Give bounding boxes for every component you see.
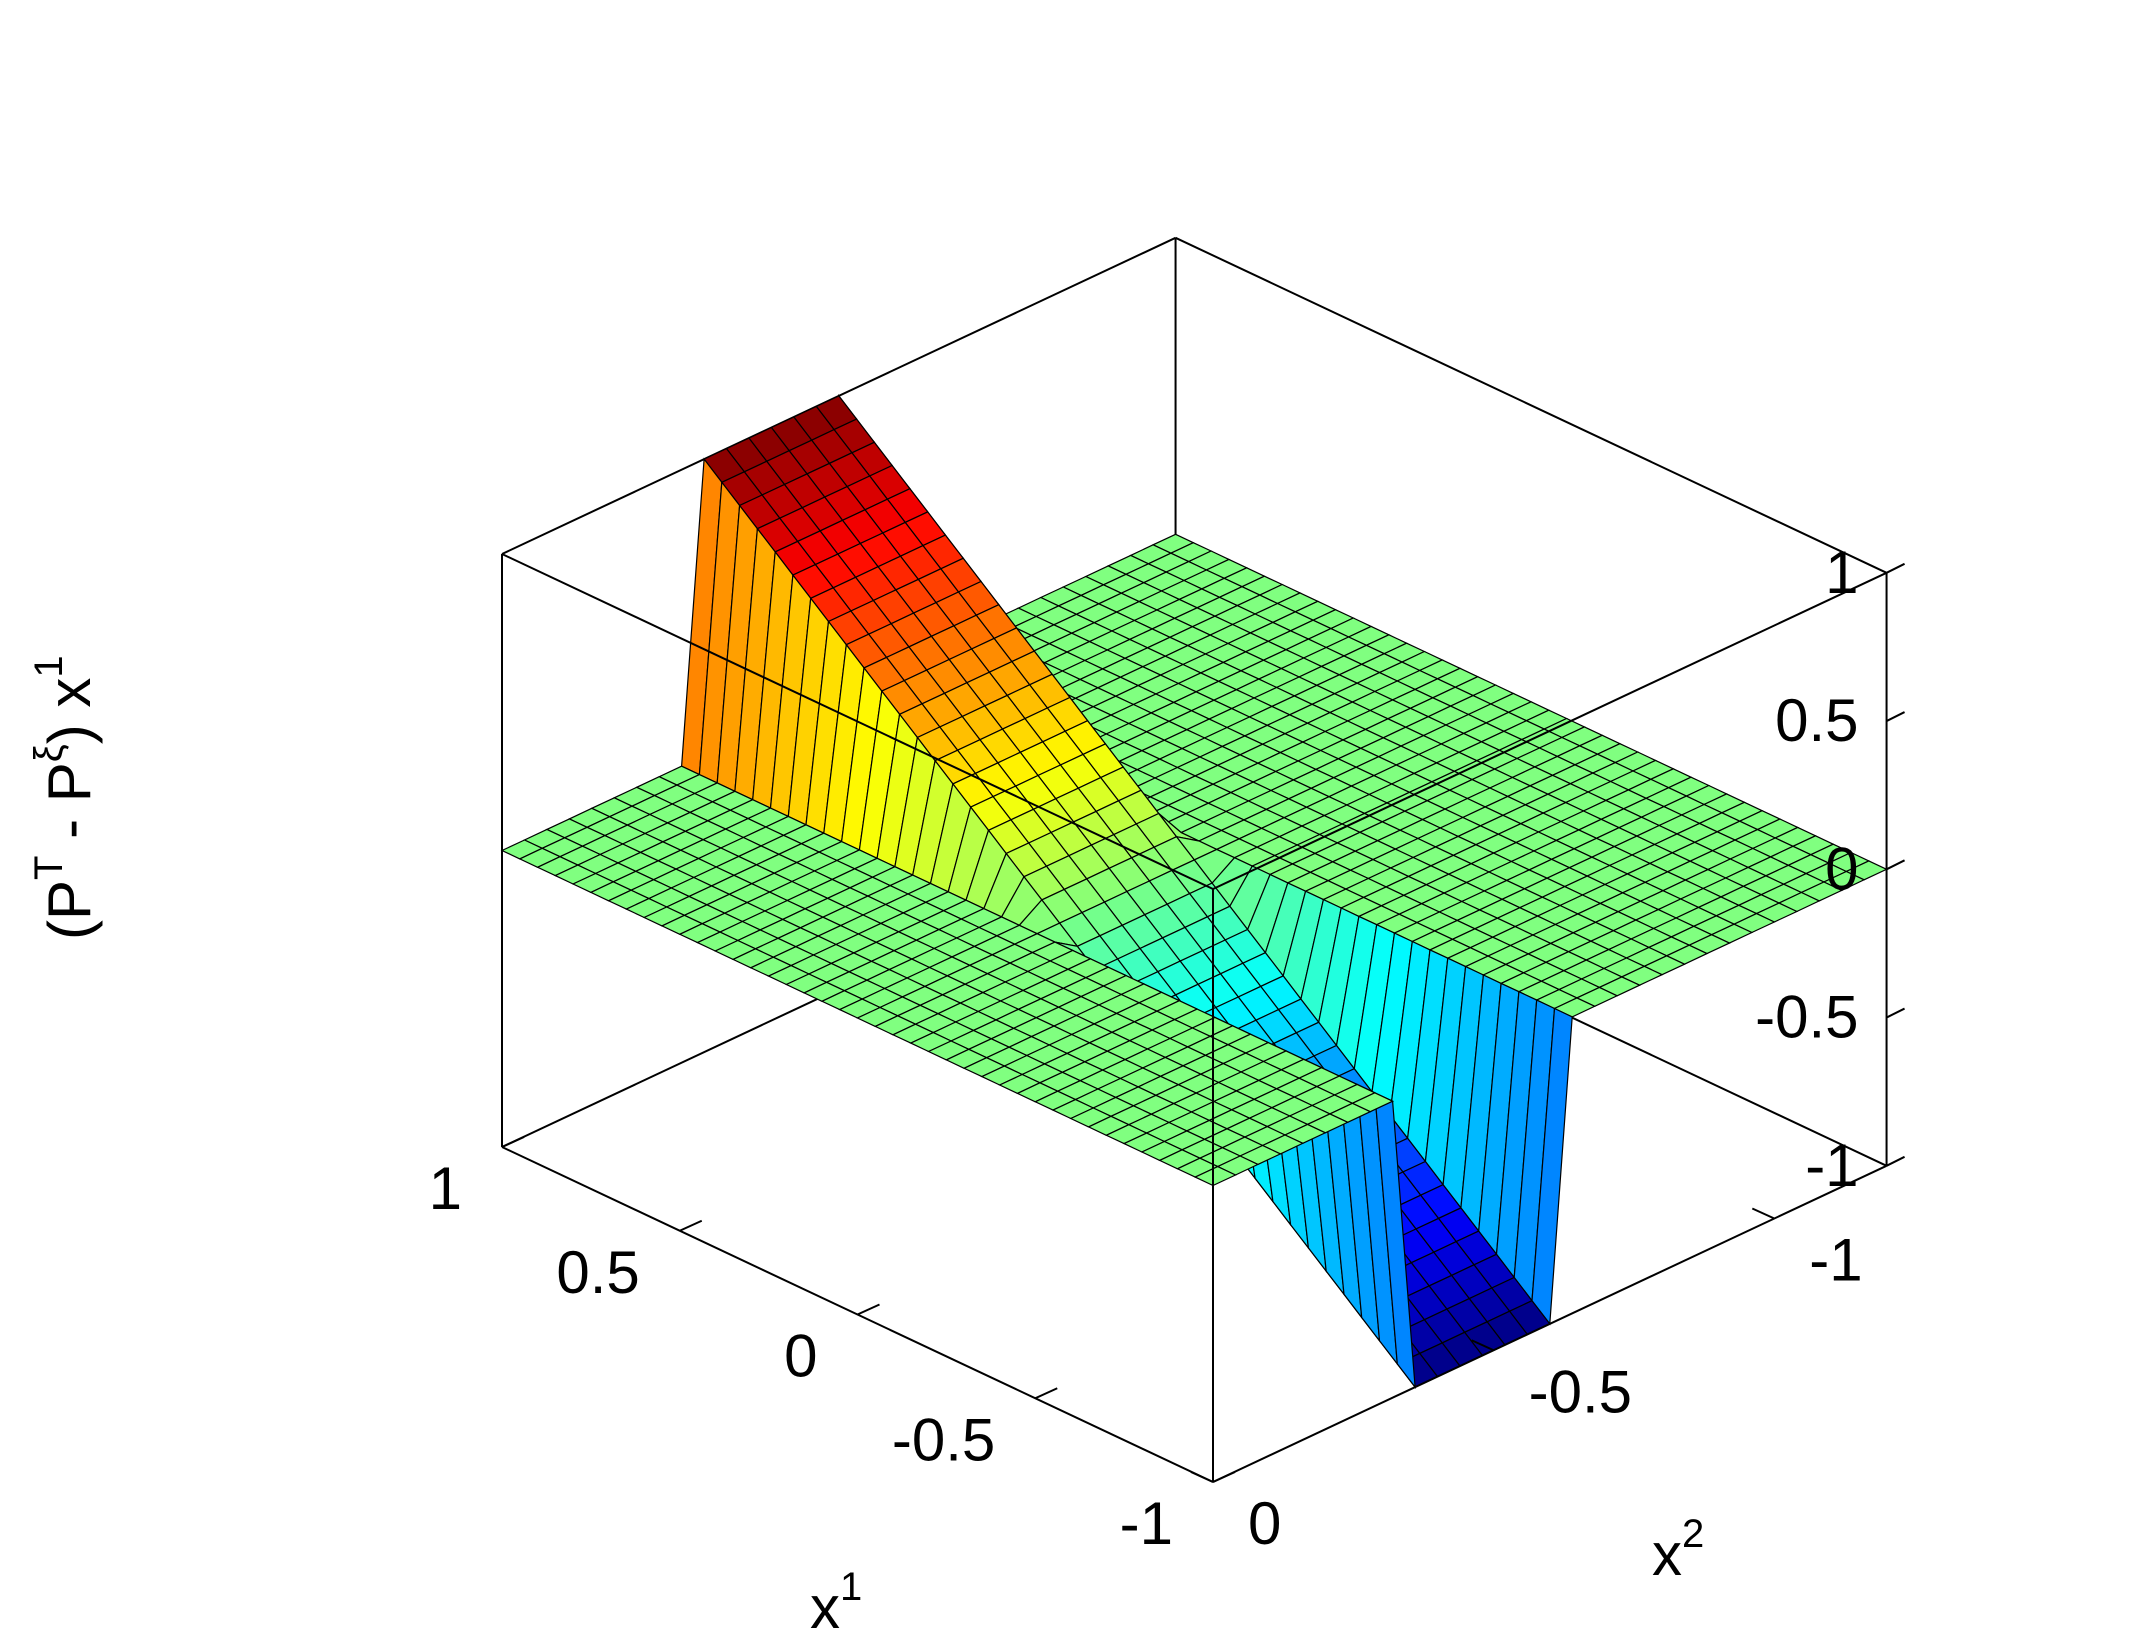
x-tick bbox=[857, 1303, 880, 1316]
x-tick-label: 1 bbox=[429, 1155, 462, 1222]
z-tick bbox=[1886, 1007, 1906, 1019]
x-tick bbox=[1034, 1387, 1058, 1400]
x-tick bbox=[679, 1219, 703, 1232]
y-tick bbox=[1471, 1339, 1495, 1352]
z-tick bbox=[1886, 1155, 1906, 1167]
box-edge bbox=[501, 553, 1214, 890]
y-tick-label: -1 bbox=[1809, 1227, 1862, 1294]
z-tick-label: 0.5 bbox=[1775, 687, 1858, 754]
x-tick bbox=[1212, 1471, 1236, 1483]
x-tick-label: 0 bbox=[784, 1323, 817, 1390]
surface-patch bbox=[1193, 1165, 1237, 1187]
y-tick bbox=[1190, 1471, 1214, 1483]
y-axis-label: x2 bbox=[1652, 1512, 1704, 1588]
x-axis-label: x1 bbox=[810, 1565, 862, 1636]
z-tick bbox=[1886, 711, 1906, 722]
x-tick-label: -0.5 bbox=[892, 1406, 995, 1473]
z-tick-label: 0 bbox=[1825, 835, 1858, 902]
x-tick-label: -1 bbox=[1120, 1490, 1173, 1557]
y-tick-label: 0 bbox=[1248, 1490, 1281, 1557]
z-tick-label: 1 bbox=[1825, 539, 1858, 606]
z-tick bbox=[1886, 859, 1906, 871]
surface-mesh bbox=[500, 393, 1889, 1390]
z-tick-label: -0.5 bbox=[1755, 984, 1858, 1051]
axis-ticks: 1 0.5 0 -0.5 -1 1 0.5 0 -0.5 -1 0 -0.5 -1 bbox=[429, 539, 1906, 1557]
z-axis-label: (PT - Pξ) x1 bbox=[27, 655, 103, 940]
y-tick-label: -0.5 bbox=[1529, 1358, 1632, 1425]
x-tick bbox=[501, 1136, 525, 1148]
z-tick-label: -1 bbox=[1805, 1132, 1858, 1199]
y-tick bbox=[1751, 1207, 1775, 1220]
box-edge bbox=[1212, 571, 1887, 890]
box-edge bbox=[1175, 236, 1887, 574]
z-tick bbox=[1886, 562, 1906, 574]
x-tick-label: 0.5 bbox=[556, 1239, 639, 1306]
